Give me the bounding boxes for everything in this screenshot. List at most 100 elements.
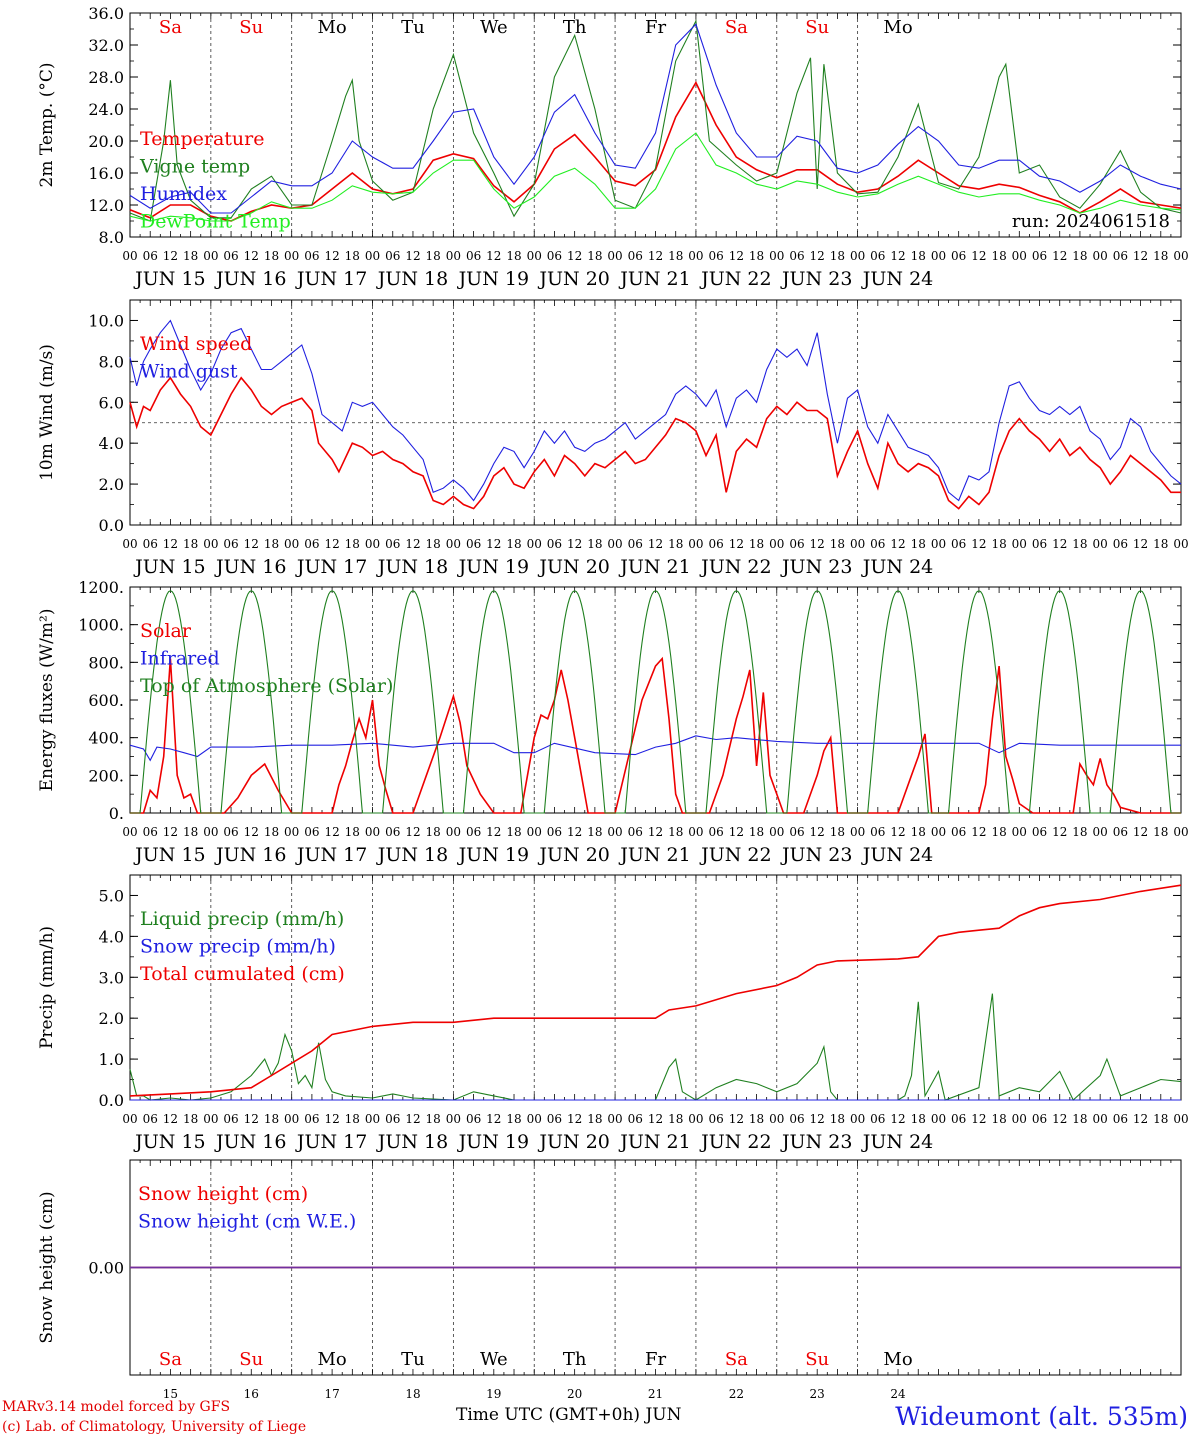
hour-tick-label: 00 — [607, 1112, 622, 1126]
hour-tick-label: 00 — [527, 537, 542, 551]
y-tick-label: 8.0 — [99, 352, 124, 371]
hour-tick-label: 00 — [446, 249, 461, 263]
hour-tick-label: 12 — [648, 537, 663, 551]
hour-tick-label: 00 — [1173, 249, 1188, 263]
date-label: JUN 20 — [537, 1131, 609, 1153]
y-axis-label: 2m Temp. (°C) — [37, 62, 57, 187]
hour-tick-label: 00 — [1093, 249, 1108, 263]
y-tick-label: 5.0 — [99, 886, 124, 905]
hour-tick-label: 18 — [1072, 825, 1087, 839]
legend-entry: Liquid precip (mm/h) — [140, 908, 344, 930]
hour-tick-label: 12 — [244, 825, 259, 839]
hour-tick-label: 06 — [708, 537, 723, 551]
weekday-label: Mo — [883, 17, 912, 38]
hour-tick-label: 00 — [1173, 825, 1188, 839]
hour-tick-label: 12 — [486, 825, 501, 839]
hour-tick-label: 00 — [850, 825, 865, 839]
hour-tick-label: 18 — [668, 1112, 683, 1126]
hour-tick-label: 06 — [466, 825, 481, 839]
hour-tick-label: 12 — [1133, 249, 1148, 263]
series-line-temperature — [129, 80, 1182, 222]
hour-tick-label: 06 — [223, 249, 238, 263]
hour-tick-label: 18 — [911, 1112, 926, 1126]
y-axis-label: Energy fluxes (W/m²) — [37, 609, 57, 792]
hour-tick-label: 18 — [1153, 249, 1168, 263]
hour-tick-label: 12 — [163, 249, 178, 263]
weekday-label: Su — [805, 1349, 829, 1370]
hour-tick-label: 12 — [890, 249, 905, 263]
panel-5: 0.00 Snow height (cm) Snow height (cm) Snow… — [37, 1159, 1182, 1401]
hour-tick-label: 12 — [405, 825, 420, 839]
y-tick-label: 800. — [88, 653, 124, 672]
hour-tick-label: 06 — [789, 537, 804, 551]
hour-tick-label: 06 — [870, 249, 885, 263]
hour-tick-label: 06 — [385, 537, 400, 551]
hour-tick-label: 00 — [284, 249, 299, 263]
hour-tick-label: 06 — [223, 537, 238, 551]
hour-tick-label: 00 — [931, 537, 946, 551]
weekday-label: Tu — [401, 17, 425, 38]
hour-tick-label: 12 — [486, 1112, 501, 1126]
date-label: JUN 24 — [861, 1131, 933, 1153]
y-tick-label: 2.0 — [99, 475, 124, 494]
weekday-label: Mo — [317, 17, 346, 38]
hour-tick-label: 00 — [527, 1112, 542, 1126]
panel-3: 0. 200. 400. 600. 800. 1000. 1200. Energy fluxe… — [37, 578, 1189, 866]
hour-tick-label: 18 — [183, 825, 198, 839]
date-label: JUN 20 — [537, 268, 609, 290]
hour-tick-label: 18 — [587, 1112, 602, 1126]
hour-tick-label: 18 — [264, 537, 279, 551]
legend-entry: Top of Atmosphere (Solar) — [140, 675, 393, 697]
hour-tick-label: 06 — [547, 1112, 562, 1126]
hour-tick-label: 06 — [951, 249, 966, 263]
hour-tick-label: 18 — [264, 249, 279, 263]
y-tick-label: 10.0 — [88, 311, 124, 330]
hour-tick-label: 18 — [506, 537, 521, 551]
y-tick-label: 0. — [109, 804, 124, 823]
hour-tick-label: 06 — [547, 537, 562, 551]
series-line-total-cumulated-cm- — [129, 884, 1182, 1097]
hour-tick-label: 12 — [971, 537, 986, 551]
legend-entry: Snow height (cm W.E.) — [138, 1211, 356, 1233]
hour-tick-label: 06 — [143, 1112, 158, 1126]
date-label: JUN 17 — [295, 1131, 367, 1153]
weekday-label: Sa — [159, 17, 182, 38]
date-label: JUN 19 — [457, 556, 529, 578]
y-tick-label: 32.0 — [88, 36, 124, 55]
hour-tick-label: 18 — [991, 249, 1006, 263]
y-tick-label: 3.0 — [99, 968, 124, 987]
hour-tick-label: 18 — [345, 537, 360, 551]
y-tick-label: 4.0 — [99, 927, 124, 946]
hour-tick-label: 06 — [708, 249, 723, 263]
model-credit: MARv3.14 model forced by GFS — [2, 1399, 231, 1415]
hour-tick-label: 00 — [1012, 537, 1027, 551]
date-label: JUN 18 — [376, 268, 448, 290]
hour-tick-label: 06 — [628, 537, 643, 551]
y-tick-label: 8.0 — [99, 228, 124, 247]
hour-tick-label: 18 — [830, 249, 845, 263]
hour-tick-label: 06 — [143, 249, 158, 263]
hour-tick-label: 12 — [971, 1112, 986, 1126]
hour-tick-label: 12 — [1133, 537, 1148, 551]
hour-tick-label: 18 — [426, 249, 441, 263]
lab-credit: (c) Lab. of Climatology, University of L… — [2, 1419, 307, 1435]
hour-tick-label: 00 — [850, 249, 865, 263]
y-tick-label: 0.0 — [99, 516, 124, 535]
hour-tick-label: 00 — [122, 825, 137, 839]
weekday-label: Tu — [401, 1349, 425, 1370]
hour-tick-label: 06 — [628, 1112, 643, 1126]
hour-tick-label: 06 — [1032, 1112, 1047, 1126]
y-tick-label: 1000. — [78, 616, 124, 635]
hour-tick-label: 00 — [122, 249, 137, 263]
hour-tick-label: 00 — [1093, 537, 1108, 551]
hour-tick-label: 18 — [668, 537, 683, 551]
legend-entry: Total cumulated (cm) — [140, 963, 345, 985]
hour-tick-label: 12 — [729, 249, 744, 263]
hour-tick-label: 00 — [122, 1112, 137, 1126]
hour-tick-label: 06 — [1113, 825, 1128, 839]
hour-tick-label: 06 — [385, 1112, 400, 1126]
hour-tick-label: 12 — [1052, 249, 1067, 263]
series-line-dewpoint-temp — [129, 132, 1182, 222]
hour-tick-label: 12 — [971, 825, 986, 839]
date-label: JUN 23 — [780, 844, 852, 866]
